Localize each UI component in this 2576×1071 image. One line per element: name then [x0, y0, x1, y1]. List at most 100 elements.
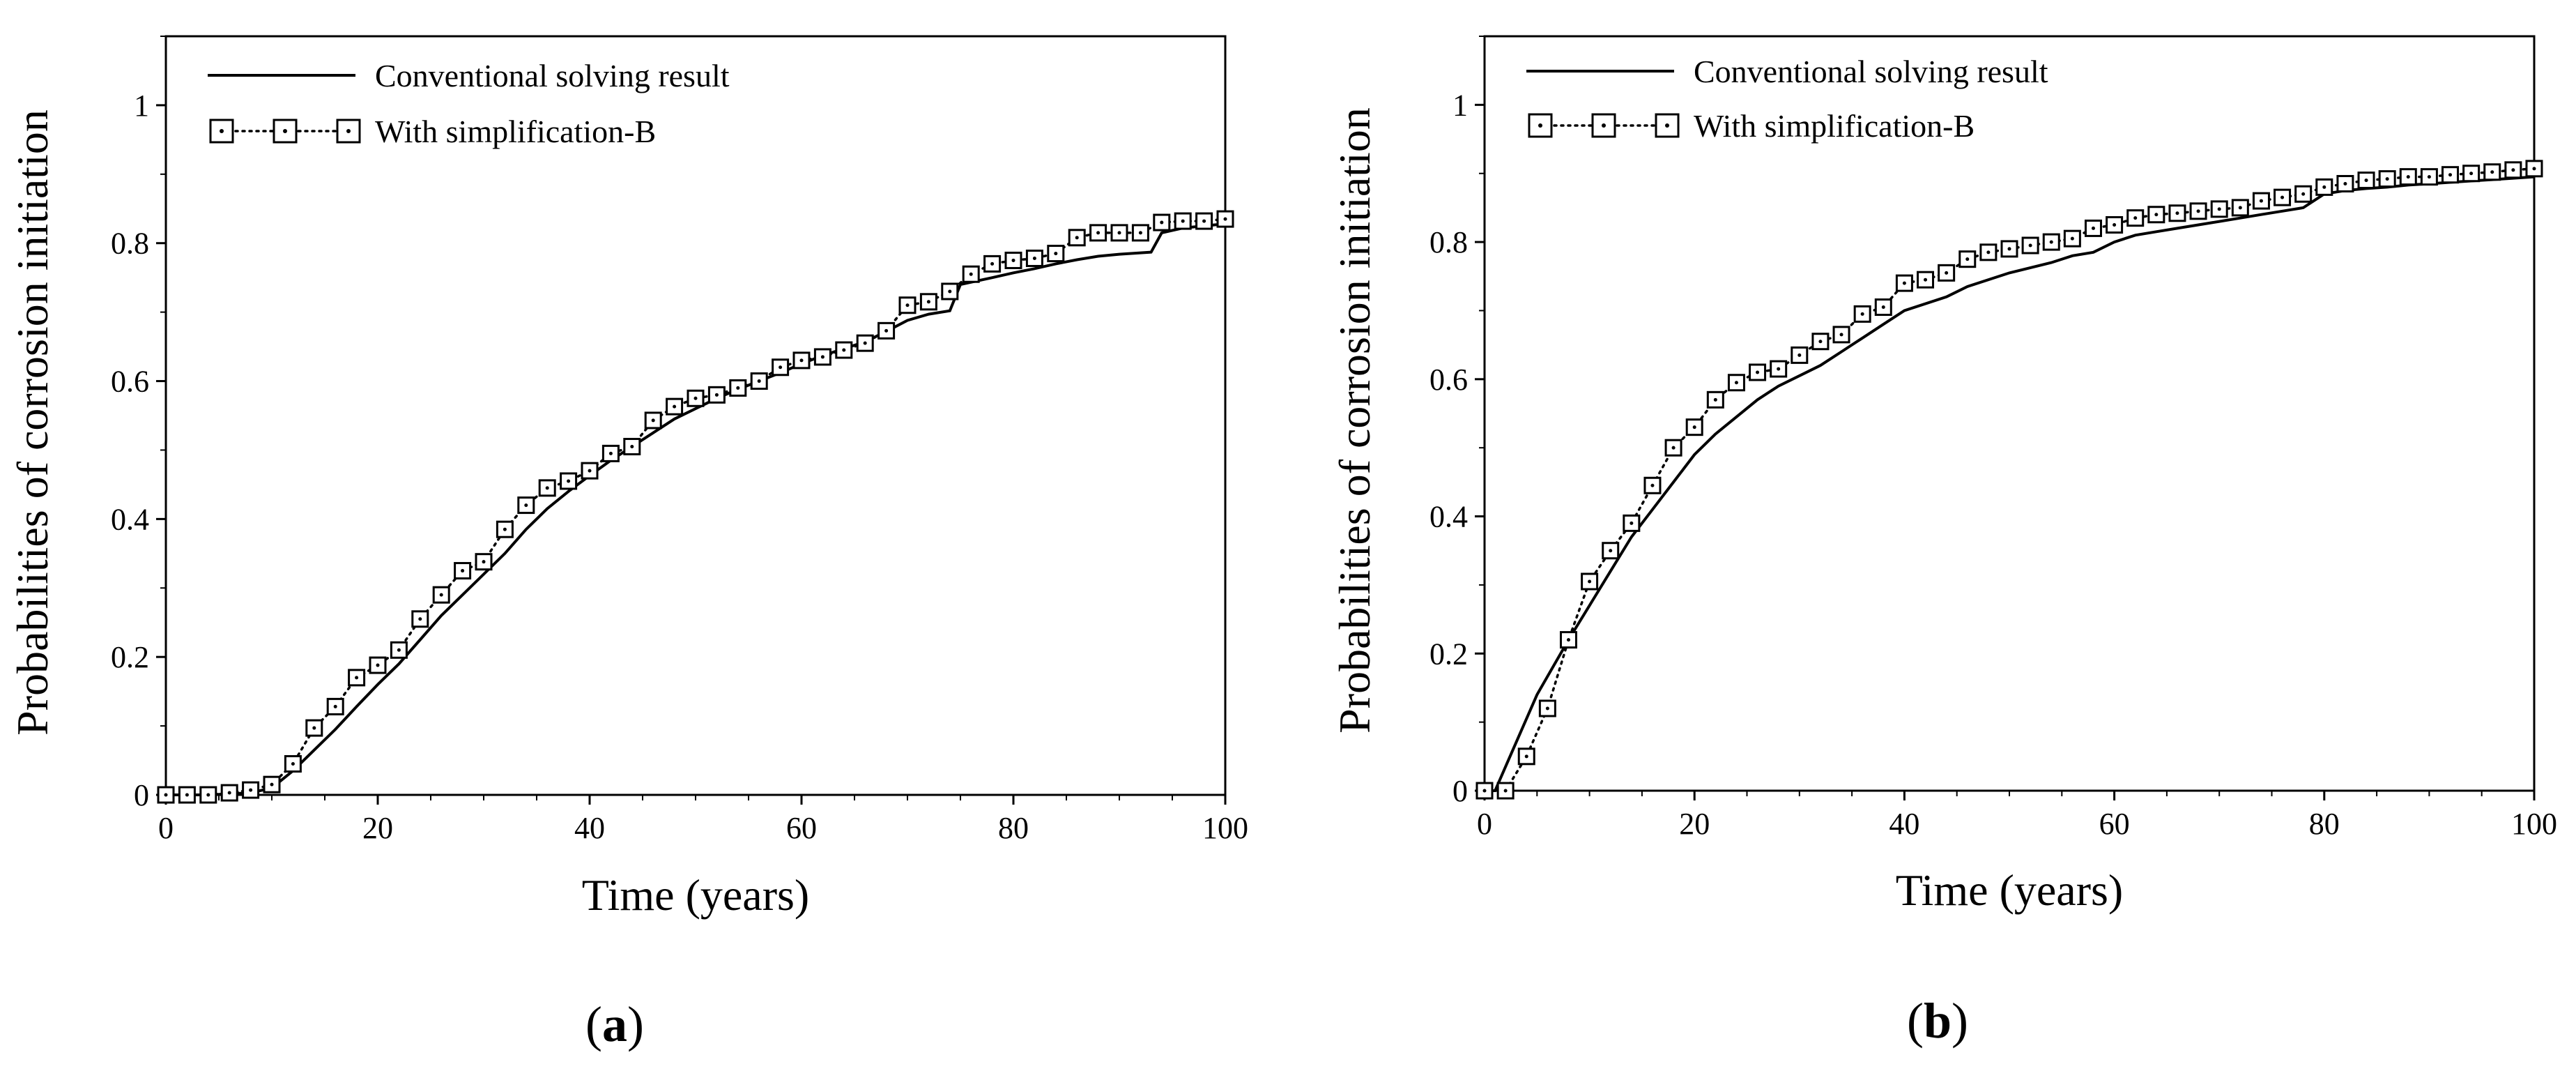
marker-dot-a-1-45 — [1117, 231, 1121, 235]
panel-b: 0 0.2 0.4 0.6 0.8 1 0 20 40 60 80 100 Time (years) Pr… — [1330, 35, 2557, 915]
marker-dot-b-1-38 — [2280, 195, 2285, 199]
panel-label-b: (b) — [1907, 993, 1968, 1049]
marker-dot-a-1-8 — [333, 704, 337, 708]
marker-dot-a-1-11 — [397, 648, 401, 652]
marker-dot-a-1-14 — [461, 569, 465, 573]
panel-label-a: (a) — [585, 996, 644, 1052]
marker-dot-a-1-6 — [291, 761, 295, 766]
marker-dot-a-1-39 — [990, 261, 995, 266]
marker-dot-b-1-46 — [2448, 173, 2453, 177]
marker-dot-b-1-14 — [1777, 367, 1781, 371]
legend-label-b-0: Conventional solving result — [1694, 54, 2048, 89]
marker-dot-b-1-1 — [1503, 789, 1508, 793]
marker-dot-b-1-27 — [2049, 240, 2053, 244]
marker-dot-a-1-43 — [1075, 236, 1079, 240]
x-tick-label-b-1: 20 — [1679, 807, 1710, 841]
marker-dot-a-1-13 — [439, 593, 443, 597]
y-axis-label-b: Probabilities of corrosion initiation — [1330, 107, 1379, 734]
marker-dot-a-1-27 — [736, 386, 740, 390]
marker-dot-b-1-24 — [1986, 250, 1991, 255]
marker-dot-a-1-47 — [1160, 220, 1164, 225]
marker-dot-a-1-3 — [227, 791, 231, 795]
marker-dot-a-1-1 — [185, 793, 189, 797]
marker-dot-b-1-37 — [2259, 199, 2263, 203]
legend-marker-dot-a-0 — [220, 129, 224, 133]
marker-dot-a-1-7 — [312, 726, 316, 730]
marker-dot-a-1-19 — [567, 479, 571, 483]
y-tick-label-b-3: 0.6 — [1429, 363, 1468, 397]
marker-dot-b-1-29 — [2091, 226, 2095, 230]
marker-dot-b-1-7 — [1630, 521, 1634, 525]
marker-dot-b-1-28 — [2070, 236, 2074, 241]
marker-dot-b-1-41 — [2343, 181, 2347, 185]
marker-dot-a-1-33 — [863, 341, 867, 345]
marker-dot-a-1-28 — [757, 379, 761, 383]
marker-dot-a-1-38 — [969, 272, 973, 276]
marker-dot-b-1-16 — [1818, 340, 1823, 344]
marker-dot-a-1-16 — [503, 527, 507, 531]
y-tick-label-a-0: 0 — [134, 778, 149, 812]
marker-dot-a-1-44 — [1096, 231, 1101, 235]
panel-label-b-open: ( — [1907, 993, 1924, 1049]
marker-dot-b-1-50 — [2532, 167, 2536, 171]
marker-dot-a-1-9 — [355, 676, 359, 680]
marker-dot-a-1-0 — [164, 793, 168, 797]
marker-dot-a-1-24 — [673, 404, 677, 409]
marker-dot-b-1-3 — [1545, 706, 1549, 711]
marker-dot-a-1-46 — [1138, 231, 1142, 235]
y-tick-label-b-4: 0.8 — [1429, 225, 1468, 259]
plot-frame-b — [1483, 35, 2536, 792]
x-tick-label-b-5: 100 — [2511, 807, 2557, 841]
marker-dot-a-1-35 — [905, 303, 910, 307]
legend-marker-dot-b-2 — [1665, 123, 1669, 128]
legend-marker-dot-a-1 — [283, 129, 287, 133]
marker-dot-a-1-31 — [820, 355, 825, 359]
marker-dot-b-1-48 — [2490, 170, 2494, 174]
panel-a: 0 0.2 0.4 0.6 0.8 1 0 20 40 60 80 100 Time (years) Pr… — [8, 35, 1248, 920]
marker-dot-b-1-36 — [2238, 206, 2242, 210]
marker-dot-b-1-40 — [2322, 185, 2326, 189]
marker-dot-b-1-49 — [2511, 168, 2515, 172]
y-tick-label-a-1: 0.2 — [111, 640, 149, 674]
marker-dot-b-1-18 — [1860, 312, 1864, 316]
x-tick-label-b-2: 40 — [1889, 807, 1919, 841]
marker-dot-b-1-6 — [1609, 549, 1613, 553]
plot-frame-a — [164, 35, 1227, 796]
panel-label-a-close: ) — [627, 996, 644, 1052]
marker-dot-b-1-8 — [1650, 483, 1655, 487]
legend-marker-a-1 — [273, 119, 298, 144]
marker-dot-b-1-42 — [2364, 178, 2368, 183]
y-tick-label-a-3: 0.6 — [111, 365, 149, 399]
marker-dot-b-1-47 — [2469, 172, 2474, 176]
marker-dot-b-1-19 — [1881, 305, 1885, 310]
x-tick-label-b-0: 0 — [1477, 807, 1492, 841]
x-tick-label-a-0: 0 — [158, 811, 174, 845]
marker-dot-a-1-23 — [651, 418, 655, 423]
legend-marker-dot-b-1 — [1602, 123, 1606, 128]
marker-dot-b-1-45 — [2427, 175, 2431, 179]
marker-dot-b-1-4 — [1566, 638, 1570, 642]
marker-dot-a-1-22 — [630, 445, 634, 449]
x-tick-label-a-1: 20 — [362, 811, 393, 845]
x-tick-label-b-4: 80 — [2309, 807, 2340, 841]
legend-marker-dot-b-0 — [1538, 123, 1542, 128]
panel-label-a-open: ( — [585, 996, 602, 1052]
marker-dot-b-1-44 — [2406, 175, 2410, 179]
marker-dot-b-1-32 — [2154, 213, 2159, 217]
marker-dot-b-1-17 — [1839, 333, 1843, 337]
marker-dot-b-1-23 — [1965, 257, 1970, 261]
marker-dot-a-1-12 — [418, 617, 422, 621]
marker-dot-a-1-48 — [1181, 219, 1185, 223]
marker-dot-b-1-26 — [2028, 243, 2032, 248]
marker-dot-a-1-2 — [206, 793, 210, 797]
marker-dot-b-1-33 — [2175, 211, 2179, 215]
marker-dot-b-1-31 — [2133, 216, 2138, 220]
marker-dot-b-1-0 — [1482, 789, 1487, 793]
y-tick-label-b-1: 0.2 — [1429, 637, 1468, 671]
x-axis-label-b: Time (years) — [1896, 865, 2123, 915]
y-tick-label-a-5: 1 — [134, 89, 149, 123]
series-line-b-0 — [1485, 175, 2535, 792]
legend-label-b-1: With simplification-B — [1694, 108, 1975, 144]
x-tick-label-a-2: 40 — [574, 811, 605, 845]
legend-label-a-1: With simplification-B — [375, 114, 656, 149]
